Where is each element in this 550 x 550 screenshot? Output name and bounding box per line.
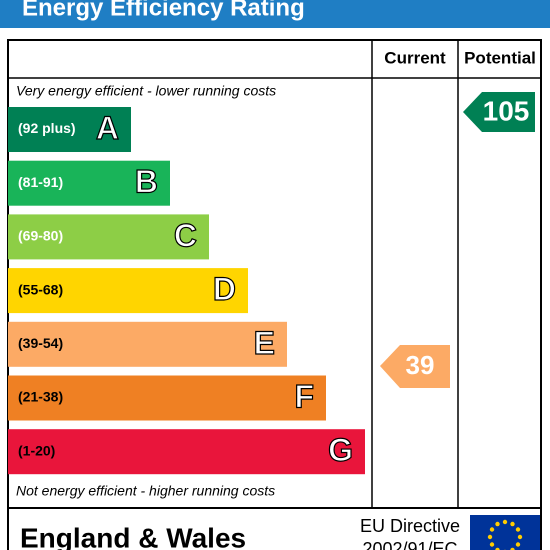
title-bar: [0, 0, 550, 28]
band-range: (39-54): [18, 335, 63, 351]
eu-star: [489, 542, 495, 547]
band-letter: E: [254, 325, 275, 361]
directive-code: 2002/91/EC: [362, 539, 457, 550]
band-bar: [8, 375, 326, 421]
bottom-note: Not energy efficient - higher running co…: [16, 483, 275, 499]
band-bar: [8, 321, 287, 367]
band-range: (21-38): [18, 389, 63, 405]
band-bar: [8, 268, 248, 314]
band-range: (81-91): [18, 174, 63, 190]
band-letter: B: [135, 164, 158, 200]
eu-star: [517, 534, 523, 540]
eu-star: [510, 547, 515, 550]
band-letter: G: [328, 432, 353, 468]
current-arrow: [380, 345, 450, 388]
current-value: 39: [406, 350, 435, 380]
band-bar: [8, 107, 131, 152]
band-range: (69-80): [18, 228, 63, 244]
title: Energy Efficiency Rating: [22, 0, 305, 21]
band-letter: C: [174, 217, 197, 253]
band-bar: [8, 429, 365, 475]
eu-star: [489, 527, 495, 532]
eu-stars: [487, 519, 523, 550]
region: England & Wales: [20, 522, 246, 550]
potential-arrow: [463, 92, 535, 132]
current-header: Current: [384, 48, 446, 67]
directive: EU Directive: [360, 516, 460, 536]
band-letter: A: [96, 110, 119, 146]
band-letter: F: [294, 378, 314, 414]
top-note: Very energy efficient - lower running co…: [16, 83, 276, 99]
eu-star: [510, 521, 515, 527]
eu-star: [515, 527, 521, 532]
eu-star: [502, 519, 508, 525]
band-bar: [8, 160, 170, 206]
potential-header: Potential: [464, 48, 536, 67]
band-range: (1-20): [18, 442, 55, 458]
eu-star: [495, 521, 500, 527]
eu-star: [515, 542, 521, 547]
band-range: (55-68): [18, 281, 63, 297]
eu-star: [495, 547, 500, 550]
potential-value: 105: [483, 95, 530, 126]
band-range: (92 plus): [18, 120, 76, 136]
band-bar: [8, 214, 209, 260]
eu-star: [487, 534, 493, 540]
band-letter: D: [213, 271, 236, 307]
